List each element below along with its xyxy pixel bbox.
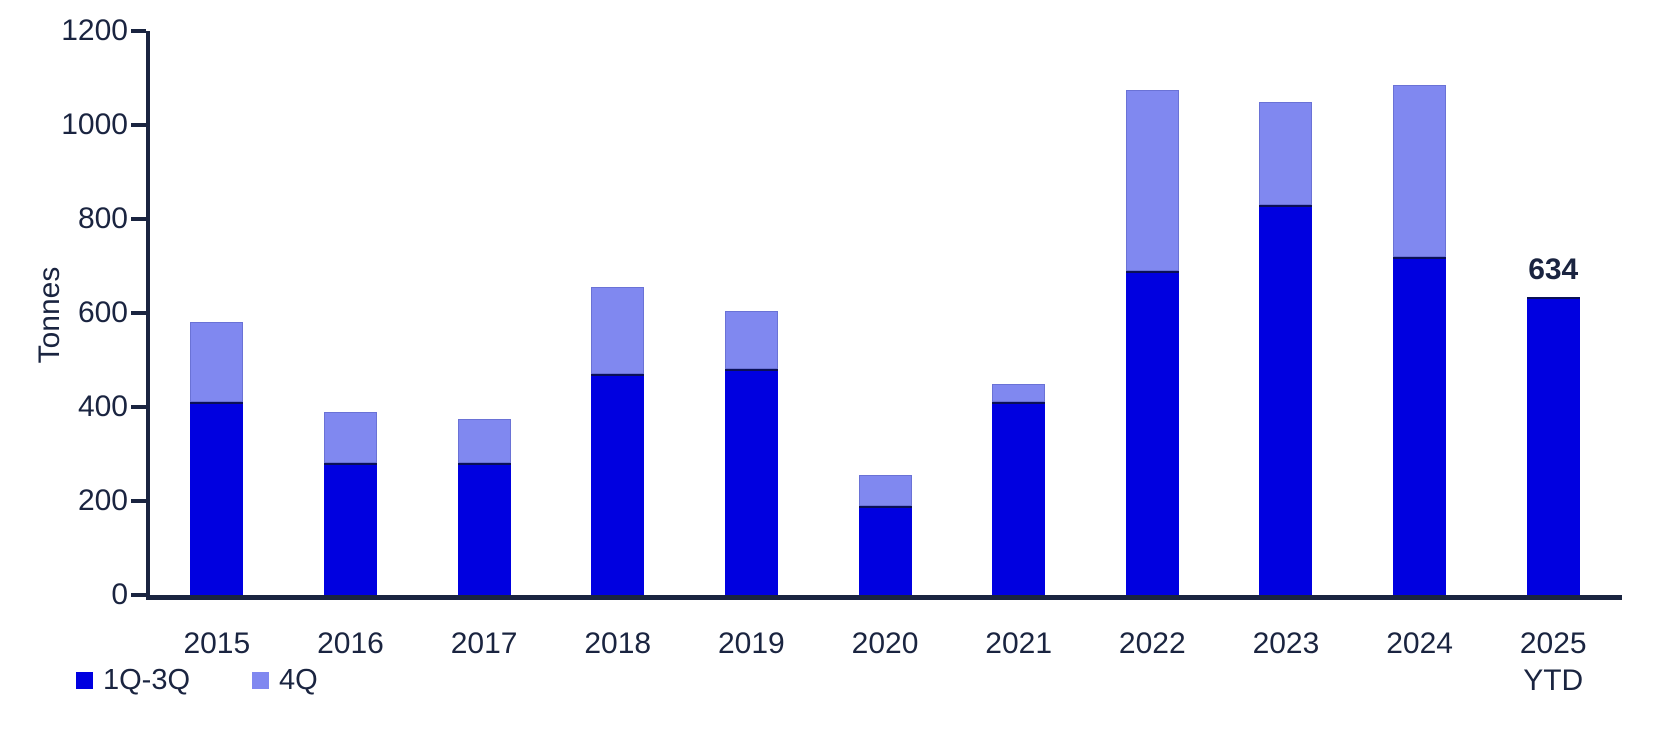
x-axis-label: 2016 bbox=[317, 627, 384, 660]
bar-segment-1q-3q bbox=[1393, 256, 1447, 595]
y-axis-tick-label: 1200 bbox=[61, 14, 128, 47]
y-axis-tick-label: 200 bbox=[77, 484, 128, 517]
bar-segment-1q-3q bbox=[1125, 270, 1179, 595]
x-axis-label: 2022 bbox=[1118, 627, 1186, 660]
bar bbox=[457, 418, 511, 595]
bar-segment-4q bbox=[190, 322, 244, 403]
bar-segment-4q bbox=[1393, 85, 1447, 257]
y-axis-tick-mark bbox=[131, 405, 146, 409]
y-axis-tick-mark bbox=[131, 499, 146, 503]
x-axis-label: 2020 bbox=[851, 627, 919, 660]
bar-slot: 2022 bbox=[1085, 31, 1219, 660]
y-axis-tick-mark bbox=[131, 29, 146, 33]
legend-item: 1Q-3Q bbox=[76, 666, 190, 695]
x-axis-label: 2017 bbox=[450, 627, 518, 660]
bar-segment-4q bbox=[724, 310, 778, 370]
bar bbox=[591, 287, 645, 595]
legend: 1Q-3Q 4Q bbox=[76, 666, 318, 695]
y-axis-tick-label: 0 bbox=[111, 578, 128, 611]
bar-segment-1q-3q bbox=[992, 402, 1046, 595]
bar bbox=[1526, 297, 1580, 595]
x-axis-label: 2024 bbox=[1386, 627, 1453, 660]
bar-value-label: 634 bbox=[1528, 253, 1579, 287]
bar bbox=[1125, 89, 1179, 595]
bar-segment-1q-3q bbox=[858, 505, 912, 595]
bar-slot: 2020 bbox=[818, 31, 952, 660]
bar-segment-1q-3q bbox=[591, 374, 645, 595]
bar-segment-1q-3q bbox=[1259, 204, 1313, 595]
legend-label: 1Q-3Q bbox=[103, 664, 191, 696]
y-axis-tick-label: 400 bbox=[77, 390, 128, 423]
bar bbox=[858, 475, 912, 595]
bar bbox=[1393, 85, 1447, 595]
x-axis-label: 2019 bbox=[718, 627, 785, 660]
plot-area: 2015 2016 2017 2018 2019 2020 2021 2022 2023 2024… bbox=[150, 31, 1620, 697]
y-axis-tick-mark bbox=[131, 123, 146, 127]
bar-segment-4q bbox=[457, 418, 511, 464]
bar-segment-4q bbox=[858, 475, 912, 506]
bar bbox=[323, 411, 377, 595]
y-axis-tick-mark bbox=[131, 217, 146, 221]
bar bbox=[724, 310, 778, 595]
bar-slot: 2019 bbox=[685, 31, 819, 660]
bar bbox=[190, 322, 244, 595]
x-axis-sublabel: YTD bbox=[1523, 664, 1584, 697]
bar-slot: 2021 bbox=[952, 31, 1086, 660]
bar bbox=[992, 383, 1046, 595]
bar-segment-4q bbox=[323, 411, 377, 464]
bar-slot: 2016 bbox=[284, 31, 418, 660]
bar-slot: 2024 bbox=[1353, 31, 1487, 660]
bar-slot: 2015 bbox=[150, 31, 284, 660]
bar-slot: 2018 bbox=[551, 31, 685, 660]
x-axis-label: 2025 YTD bbox=[1486, 625, 1620, 699]
legend-swatch-4q bbox=[252, 672, 270, 689]
y-axis-tick-label: 1000 bbox=[61, 108, 128, 141]
y-axis-tick-label: 600 bbox=[77, 296, 128, 329]
legend-item: 4Q bbox=[252, 666, 318, 695]
bar-segment-4q bbox=[1259, 101, 1313, 205]
x-axis-label: 2021 bbox=[985, 627, 1053, 660]
x-axis-label: 2018 bbox=[584, 627, 652, 660]
y-axis-tick-label: 800 bbox=[77, 202, 128, 235]
x-axis-label: 2023 bbox=[1252, 627, 1320, 660]
bar bbox=[1259, 101, 1313, 595]
bar-slot: 2017 bbox=[417, 31, 551, 660]
bar-segment-4q bbox=[1125, 89, 1179, 271]
bar-segment-1q-3q bbox=[190, 402, 244, 595]
bar-segment-1q-3q bbox=[323, 463, 377, 595]
bar-slot: 2023 bbox=[1219, 31, 1353, 660]
bar-segment-1q-3q bbox=[457, 463, 511, 595]
x-axis-line bbox=[146, 595, 1622, 600]
x-axis-label: 2015 bbox=[183, 627, 251, 660]
bar-segment-4q bbox=[992, 383, 1046, 403]
bar-segment-1q-3q bbox=[1526, 297, 1580, 595]
bar-slot: 634 2025 YTD bbox=[1486, 31, 1620, 697]
y-axis-tick-mark bbox=[131, 311, 146, 315]
legend-label: 4Q bbox=[279, 664, 318, 696]
y-axis-tick-mark bbox=[131, 593, 146, 597]
bar-segment-1q-3q bbox=[724, 369, 778, 595]
bar-segment-4q bbox=[591, 287, 645, 375]
legend-swatch-1q-3q bbox=[76, 672, 93, 689]
y-axis-line bbox=[146, 31, 150, 600]
